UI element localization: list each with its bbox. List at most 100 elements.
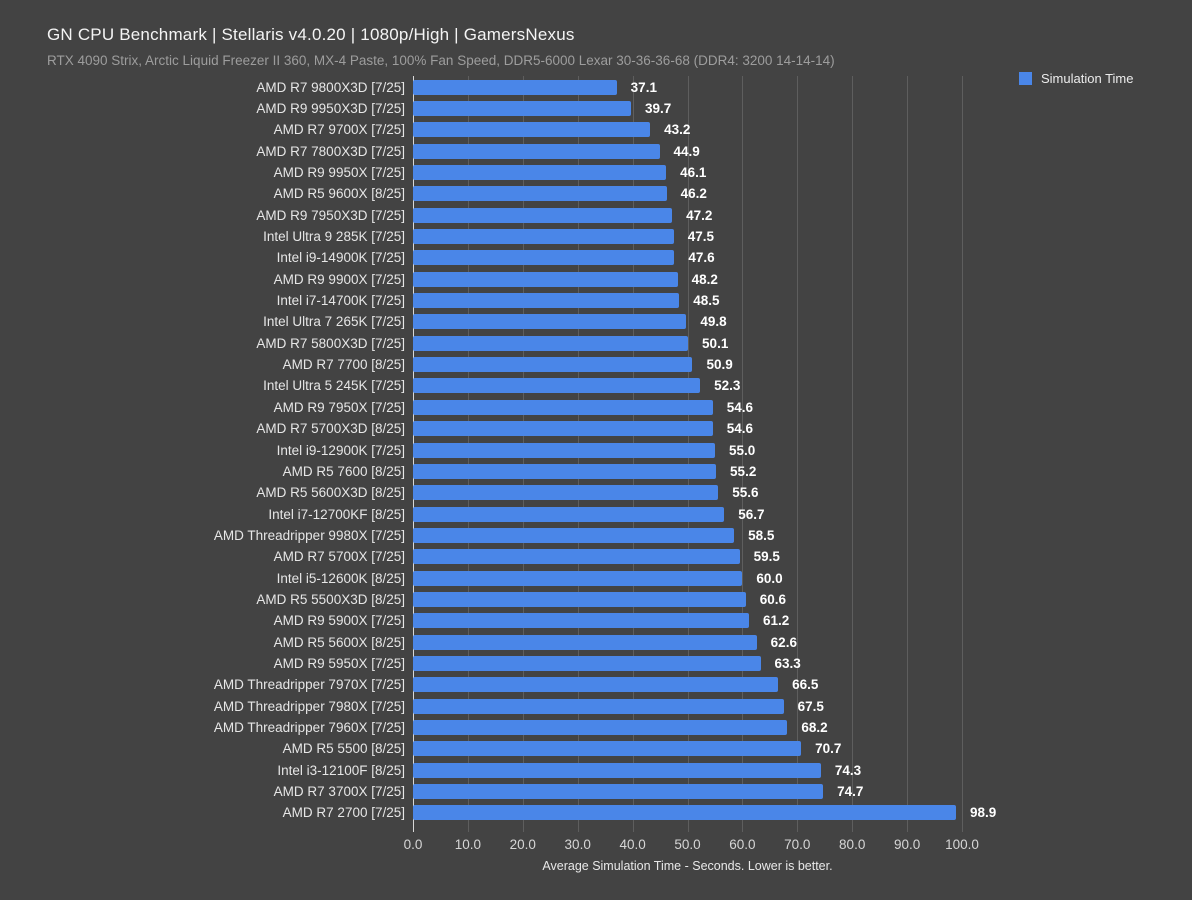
category-label: AMD Threadripper 7960X [7/25] xyxy=(213,719,405,735)
category-label: AMD R7 5800X3D [7/25] xyxy=(256,335,405,351)
bar xyxy=(413,591,746,607)
value-label: 55.0 xyxy=(728,442,756,458)
category-label: AMD R7 5700X [7/25] xyxy=(273,549,405,565)
value-label: 54.6 xyxy=(726,421,754,437)
legend-swatch-icon xyxy=(1019,72,1032,85)
value-label: 47.5 xyxy=(687,229,715,245)
value-label: 50.9 xyxy=(706,357,733,373)
category-label: AMD R5 7600 [8/25] xyxy=(282,463,405,479)
bar-row: AMD R9 5900X [7/25] 61.2 xyxy=(0,610,1192,631)
category-label: AMD R9 9950X [7/25] xyxy=(273,165,405,181)
category-label: AMD Threadripper 7970X [7/25] xyxy=(213,677,405,693)
value-label: 49.8 xyxy=(700,314,727,330)
bar xyxy=(413,165,667,181)
bar xyxy=(413,421,713,437)
bar-row: AMD R7 5700X [7/25] 59.5 xyxy=(0,546,1192,567)
legend: Simulation Time xyxy=(1019,71,1133,86)
value-label: 98.9 xyxy=(969,805,997,821)
bar xyxy=(413,506,725,522)
value-label: 60.0 xyxy=(756,570,783,586)
bar xyxy=(413,250,675,266)
value-label: 43.2 xyxy=(664,122,691,138)
chart-title: GN CPU Benchmark | Stellaris v4.0.20 | 1… xyxy=(47,25,575,44)
category-label: AMD Threadripper 7980X [7/25] xyxy=(213,698,405,714)
bar xyxy=(413,229,674,245)
bar xyxy=(413,719,788,735)
bar-row: AMD R7 5800X3D [7/25] 50.1 xyxy=(0,333,1192,354)
value-label: 52.3 xyxy=(714,378,741,394)
bar-row: AMD R7 5700X3D [8/25] 54.6 xyxy=(0,418,1192,439)
bar-row: Intel Ultra 5 245K [7/25] 52.3 xyxy=(0,375,1192,396)
x-tick-label: 70.0 xyxy=(784,837,811,852)
bar-row: Intel i9-14900K [7/25] 47.6 xyxy=(0,247,1192,268)
category-label: AMD R7 3700X [7/25] xyxy=(273,784,405,800)
category-label: AMD R7 5700X3D [8/25] xyxy=(256,421,405,437)
x-tick-label: 0.0 xyxy=(403,837,423,852)
category-label: Intel Ultra 5 245K [7/25] xyxy=(263,378,405,394)
category-label: Intel Ultra 9 285K [7/25] xyxy=(263,229,405,245)
bar xyxy=(413,655,761,671)
bar-row: AMD R7 9700X [7/25] 43.2 xyxy=(0,119,1192,140)
bar-row: AMD R9 9950X3D [7/25] 39.7 xyxy=(0,98,1192,119)
category-label: AMD Threadripper 9980X [7/25] xyxy=(213,527,405,543)
bar xyxy=(413,122,651,138)
x-axis-ticks: 0.0 10.0 20.0 30.0 40.0 50.0 60.0 70.0 80.0 90.0 1… xyxy=(0,837,1192,855)
value-label: 59.5 xyxy=(753,549,780,565)
bar xyxy=(413,762,821,778)
category-label: AMD R9 7950X [7/25] xyxy=(273,399,405,415)
x-tick-label: 80.0 xyxy=(839,837,866,852)
category-label: AMD R9 7950X3D [7/25] xyxy=(256,207,405,223)
bar xyxy=(413,335,689,351)
category-label: AMD R5 5600X3D [8/25] xyxy=(256,485,405,501)
bar xyxy=(413,784,824,800)
category-label: AMD R7 2700 [7/25] xyxy=(282,805,405,821)
bar-row: AMD R5 5500X3D [8/25] 60.6 xyxy=(0,589,1192,610)
category-label: AMD R5 5500 [8/25] xyxy=(282,741,405,757)
x-tick-label: 90.0 xyxy=(893,837,921,852)
bar-row: AMD R5 5600X3D [8/25] 55.6 xyxy=(0,482,1192,503)
bar xyxy=(413,613,749,629)
bar-row: AMD R5 5600X [8/25] 62.6 xyxy=(0,631,1192,652)
value-label: 47.6 xyxy=(688,250,715,266)
category-label: Intel Ultra 7 265K [7/25] xyxy=(263,314,405,330)
bar-row: AMD R9 9900X [7/25] 48.2 xyxy=(0,269,1192,290)
x-axis-title: Average Simulation Time - Seconds. Lower… xyxy=(542,859,833,873)
value-label: 74.7 xyxy=(837,784,864,800)
category-label: AMD R5 5500X3D [8/25] xyxy=(256,591,405,607)
value-label: 67.5 xyxy=(797,698,824,714)
x-tick-label: 100.0 xyxy=(945,837,979,852)
bar-row: AMD Threadripper 7980X [7/25] 67.5 xyxy=(0,695,1192,716)
value-label: 56.7 xyxy=(738,506,765,522)
x-tick-label: 40.0 xyxy=(619,837,646,852)
bar xyxy=(413,741,802,757)
bar xyxy=(413,634,757,650)
x-tick-label: 60.0 xyxy=(729,837,756,852)
bar xyxy=(413,357,693,373)
value-label: 68.2 xyxy=(801,719,828,735)
value-label: 50.1 xyxy=(702,335,729,351)
bar-row: AMD R7 3700X [7/25] 74.7 xyxy=(0,781,1192,802)
category-label: Intel i5-12600K [8/25] xyxy=(276,570,405,586)
category-label: AMD R9 5950X [7/25] xyxy=(273,655,405,671)
bar-row: Intel i5-12600K [8/25] 60.0 xyxy=(0,567,1192,588)
category-label: AMD R7 7800X3D [7/25] xyxy=(256,143,405,159)
value-label: 44.9 xyxy=(673,143,700,159)
category-label: AMD R5 9600X [8/25] xyxy=(273,186,405,202)
x-tick-label: 30.0 xyxy=(564,837,591,852)
bar xyxy=(413,570,743,586)
category-label: AMD R9 9900X [7/25] xyxy=(273,271,405,287)
bar xyxy=(413,485,719,501)
bar-row: Intel i7-12700KF [8/25] 56.7 xyxy=(0,503,1192,524)
x-tick-label: 20.0 xyxy=(509,837,536,852)
category-label: Intel i7-12700KF [8/25] xyxy=(268,506,405,522)
bar-row: AMD R9 9950X [7/25] 46.1 xyxy=(0,162,1192,183)
value-label: 55.2 xyxy=(730,463,757,479)
category-label: AMD R9 9950X3D [7/25] xyxy=(256,101,405,117)
bar xyxy=(413,101,631,117)
bar-row: AMD R7 7800X3D [7/25] 44.9 xyxy=(0,141,1192,162)
bar-rows: AMD R7 9800X3D [7/25] 37.1 AMD R9 9950X3D … xyxy=(0,77,1192,824)
value-label: 39.7 xyxy=(644,101,672,117)
bar-row: AMD Threadripper 9980X [7/25] 58.5 xyxy=(0,525,1192,546)
bar xyxy=(413,314,687,330)
bar-row: Intel i7-14700K [7/25] 48.5 xyxy=(0,290,1192,311)
